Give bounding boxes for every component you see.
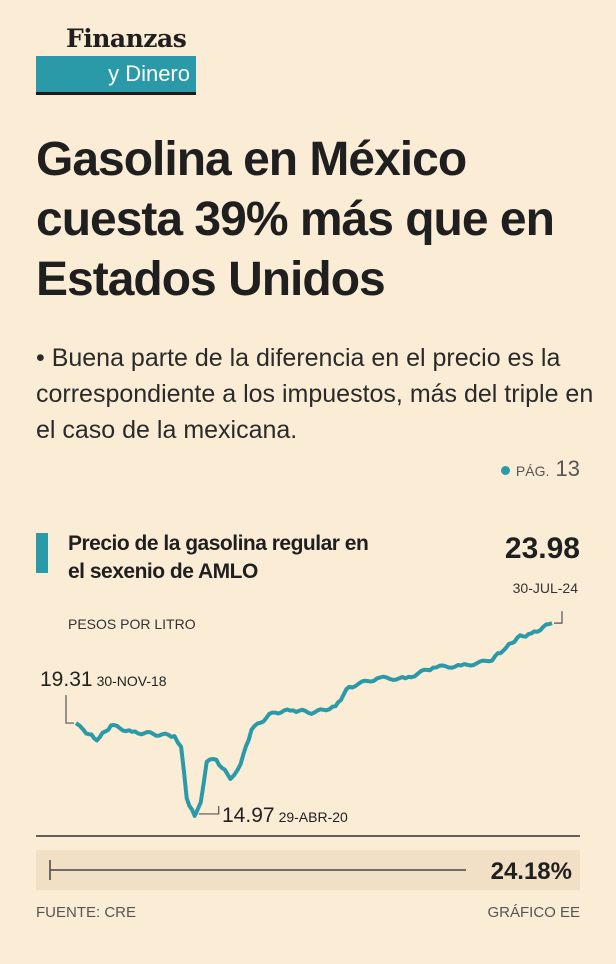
first-value: 19.31 <box>40 668 93 691</box>
chart-title: Precio de la gasolina regular en el sexe… <box>68 532 369 583</box>
section-tag: Finanzas y Dinero <box>36 22 196 95</box>
first-value-annotation: 19.31 30-NOV-18 <box>40 668 167 692</box>
min-value-leader <box>198 805 220 815</box>
min-value-annotation: 14.97 29-ABR-20 <box>222 804 348 828</box>
section-line1: Finanzas <box>66 24 187 53</box>
first-date: 30-NOV-18 <box>96 673 167 689</box>
first-value-leader <box>65 695 74 724</box>
page-ref-number: 13 <box>555 456 580 481</box>
price-series-line <box>74 621 553 818</box>
subhead: • Buena parte de la diferencia en el pre… <box>36 344 594 444</box>
change-range-line <box>49 860 466 880</box>
last-value-label: 23.98 <box>504 532 580 565</box>
chart-title-marker <box>36 533 48 573</box>
change-bar <box>36 850 580 890</box>
bullet-icon <box>500 465 510 475</box>
chart-unit-label: PESOS POR LITRO <box>68 616 196 632</box>
min-value: 14.97 <box>222 804 275 827</box>
page-ref-prefix: PÁG. <box>515 463 550 479</box>
section-line2: y Dinero <box>36 56 196 95</box>
min-date: 29-ABR-20 <box>278 809 348 825</box>
change-percentage: 24.18% <box>490 858 572 885</box>
headline: Gasolina en México cuesta 39% más que en… <box>36 133 555 306</box>
source-label: FUENTE: CRE <box>36 904 137 921</box>
last-date-label: 30-JUL-24 <box>512 580 578 596</box>
last-value-leader <box>554 611 563 624</box>
page-reference[interactable]: PÁG. 13 <box>500 456 580 482</box>
credit-label: GRÁFICO EE <box>487 904 580 921</box>
